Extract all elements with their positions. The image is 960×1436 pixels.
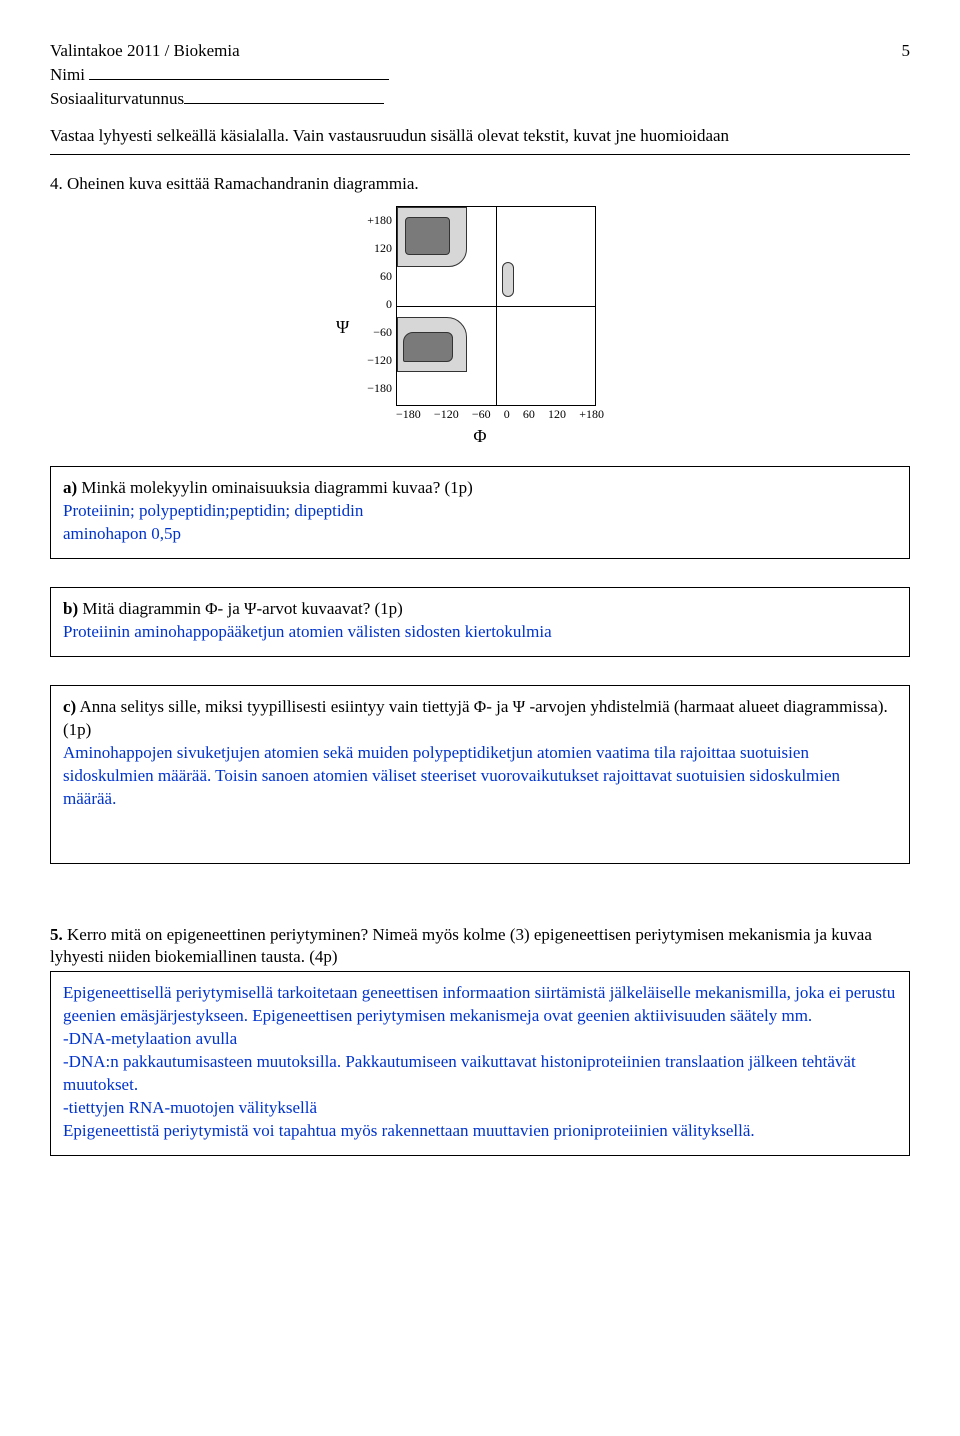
xtick: −180: [396, 406, 421, 422]
q5-question: 5. Kerro mitä on epigeneettinen periytym…: [50, 924, 910, 970]
xtick: 120: [548, 406, 566, 422]
x-axis-label: Φ: [356, 424, 604, 448]
q4b-box: b) Mitä diagrammin Φ- ja Ψ-arvot kuvaava…: [50, 587, 910, 657]
xtick: −120: [434, 406, 459, 422]
ssn-blank: [184, 87, 384, 104]
ssn-line: Sosiaaliturvatunnus: [50, 87, 910, 111]
q4c-question: c) Anna selitys sille, miksi tyypillises…: [63, 696, 897, 742]
xtick: 60: [523, 406, 535, 422]
plot-area: [396, 206, 596, 406]
q4b-answer: Proteiinin aminohappopääketjun atomien v…: [63, 621, 897, 644]
ssn-label: Sosiaaliturvatunnus: [50, 89, 184, 108]
name-line: Nimi: [50, 63, 910, 87]
page-header: Valintakoe 2011 / Biokemia 5: [50, 40, 910, 63]
q4a-answer-1: Proteiinin; polypeptidin;peptidin; dipep…: [63, 500, 897, 523]
q4a-answer-2: aminohapon 0,5p: [63, 523, 897, 546]
exam-title: Valintakoe 2011 / Biokemia: [50, 40, 240, 63]
instructions: Vastaa lyhyesti selkeällä käsialalla. Va…: [50, 125, 910, 148]
x-axis-ticks: −180 −120 −60 0 60 120 +180: [396, 406, 604, 422]
xtick: +180: [579, 406, 604, 422]
q5-box: Epigeneettisellä periytymisellä tarkoite…: [50, 971, 910, 1156]
ytick: 120: [364, 234, 392, 262]
name-blank: [89, 63, 389, 80]
ytick: −120: [364, 346, 392, 374]
y-axis-ticks: +180 120 60 0 −60 −120 −180: [364, 206, 392, 402]
q4b-question: b) Mitä diagrammin Φ- ja Ψ-arvot kuvaava…: [63, 598, 897, 621]
q4a-box: a) a) Minkä molekyylin ominaisuuksia dia…: [50, 466, 910, 559]
ytick: −60: [364, 318, 392, 346]
q4a-question: a) a) Minkä molekyylin ominaisuuksia dia…: [63, 477, 897, 500]
y-axis-label: Ψ: [336, 315, 349, 339]
ytick: −180: [364, 374, 392, 402]
header-divider: [50, 154, 910, 155]
ramachandran-chart: Ψ +180 120 60 0 −60 −120 −180: [50, 206, 910, 448]
ytick: +180: [364, 206, 392, 234]
q4-intro: 4. Oheinen kuva esittää Ramachandranin d…: [50, 173, 910, 196]
xtick: 0: [504, 406, 510, 422]
page-number: 5: [902, 40, 911, 63]
xtick: −60: [472, 406, 491, 422]
q5-ans-1: Epigeneettisellä periytymisellä tarkoite…: [63, 982, 897, 1028]
ytick: 60: [364, 262, 392, 290]
q4c-answer: Aminohappojen sivuketjujen atomien sekä …: [63, 742, 897, 811]
ytick: 0: [364, 290, 392, 318]
q5-ans-4: -tiettyjen RNA-muotojen välityksellä: [63, 1097, 897, 1120]
q5-ans-5: Epigeneettistä periytymistä voi tapahtua…: [63, 1120, 897, 1143]
q5-ans-3: -DNA:n pakkautumisasteen muutoksilla. Pa…: [63, 1051, 897, 1097]
q5-ans-2: -DNA-metylaation avulla: [63, 1028, 897, 1051]
q4c-box: c) Anna selitys sille, miksi tyypillises…: [50, 685, 910, 864]
name-label: Nimi: [50, 65, 85, 84]
